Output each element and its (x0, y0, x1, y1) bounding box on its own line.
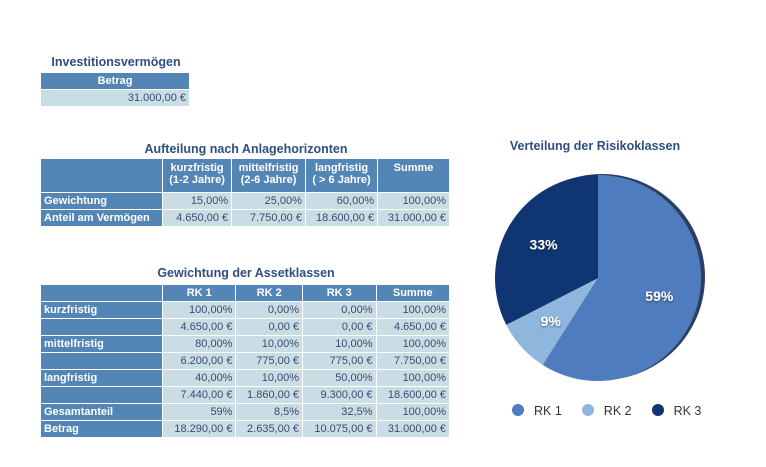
pie-slice-rk2 (506, 278, 598, 365)
invest-header: Betrag (40, 72, 190, 90)
cell: 10,00% (235, 335, 304, 353)
cell: 100,00% (375, 301, 450, 319)
pie-data-label: 33% (530, 237, 559, 253)
horizon-header: Summe (377, 158, 450, 193)
row-label (40, 318, 163, 336)
legend-item: RK 3 (651, 404, 702, 418)
row-label: langfristig (40, 369, 163, 387)
horizon-header: kurzfristig (1-2 Jahre) (161, 158, 233, 193)
assets-header: RK 3 (302, 284, 377, 302)
pie-data-label: 59% (645, 288, 674, 304)
cell: 2.635,00 € (235, 420, 304, 438)
cell: 7.750,00 € (231, 209, 306, 227)
chart-title: Verteilung der Risikoklassen (509, 139, 681, 153)
table-row: 6.200,00 €775,00 €775,00 €7.750,00 € (40, 352, 450, 370)
row-label (40, 386, 163, 404)
table-row: Betrag 18.290,00 €2.635,00 €10.075,00 €31… (40, 420, 450, 438)
cell: 7.750,00 € (375, 352, 450, 370)
table-row: Gesamtanteil 59% 8,5% 32,5% 100,00% (40, 403, 450, 421)
table-row: Gewichtung 15,00% 25,00% 60,00% 100,00% (40, 192, 450, 210)
assets-table: RK 1 RK 2 RK 3 Summe kurzfristig 100,00% 0,00%… (40, 284, 450, 438)
cell: 4.650,00 € (375, 318, 450, 336)
horizon-title: Aufteilung nach Anlagehorizonten (144, 142, 348, 156)
legend-swatch-icon (651, 404, 664, 416)
table-row: kurzfristig 100,00% 0,00% 0,00% 100,00% (40, 301, 450, 319)
pie-slice-rk3 (495, 175, 598, 325)
pie-data-label: 9% (541, 313, 562, 329)
row-label: Gewichtung (40, 192, 163, 210)
legend-swatch-icon (581, 404, 594, 416)
cell: 80,00% (161, 335, 237, 353)
cell: 4.650,00 € (161, 318, 237, 336)
chart-legend: RK 1 RK 2 RK 3 (512, 404, 701, 418)
cell: 10.075,00 € (302, 420, 377, 438)
legend-swatch-icon (512, 404, 524, 416)
row-label (40, 352, 163, 370)
header-blank (40, 284, 163, 302)
cell: 15,00% (161, 192, 233, 210)
invest-table: Betrag 31.000,00 € (40, 72, 190, 107)
row-label: Anteil am Vermögen (40, 209, 163, 227)
cell: 18.600,00 € (304, 209, 379, 227)
cell: 1.860,00 € (235, 386, 304, 404)
cell: 25,00% (231, 192, 306, 210)
row-label: Betrag (40, 420, 163, 438)
legend-label: RK 3 (673, 404, 702, 418)
cell: 8,5% (235, 403, 304, 421)
horizon-table: kurzfristig (1-2 Jahre) mittelfristig (2-6 … (40, 158, 450, 227)
horizon-header: langfristig( > 6 Jahre) (304, 158, 379, 193)
invest-value: 31.000,00 € (40, 89, 190, 107)
cell: 31.000,00 € (377, 209, 450, 227)
cell: 10,00% (302, 335, 377, 353)
pie-slice-rk1 (542, 175, 701, 381)
cell: 18.290,00 € (161, 420, 237, 438)
row-label: Gesamtanteil (40, 403, 163, 421)
assets-header: RK 1 (161, 284, 237, 302)
cell: 32,5% (302, 403, 377, 421)
table-row: 4.650,00 €0,00 €0,00 €4.650,00 € (40, 318, 450, 336)
cell: 18.600,00 € (375, 386, 450, 404)
cell: 0,00 € (302, 318, 377, 336)
legend-item: RK 1 (512, 404, 562, 418)
assets-header: RK 2 (235, 284, 304, 302)
cell: 40,00% (161, 369, 237, 387)
header-blank (40, 158, 163, 193)
cell: 4.650,00 € (161, 209, 233, 227)
assets-header: Summe (375, 284, 450, 302)
invest-title: Investitionsvermögen (51, 55, 181, 69)
cell: 60,00% (304, 192, 379, 210)
table-row: 7.440,00 €1.860,00 €9.300,00 €18.600,00 … (40, 386, 450, 404)
legend-item: RK 2 (581, 404, 632, 418)
table-row: mittelfristig 80,00% 10,00% 10,00% 100,00% (40, 335, 450, 353)
cell: 775,00 € (235, 352, 304, 370)
cell: 0,00% (302, 301, 377, 319)
cell: 0,00% (235, 301, 304, 319)
cell: 7.440,00 € (161, 386, 237, 404)
cell: 100,00% (375, 403, 450, 421)
cell: 100,00% (375, 335, 450, 353)
legend-label: RK 2 (603, 404, 632, 418)
assets-title: Gewichtung der Assetklassen (157, 266, 335, 280)
cell: 59% (161, 403, 237, 421)
cell: 9.300,00 € (302, 386, 377, 404)
cell: 0,00 € (235, 318, 304, 336)
legend-label: RK 1 (534, 404, 562, 418)
table-row: Anteil am Vermögen 4.650,00 €7.750,00 €18… (40, 209, 450, 227)
cell: 31.000,00 € (375, 420, 450, 438)
row-label: kurzfristig (40, 301, 163, 319)
